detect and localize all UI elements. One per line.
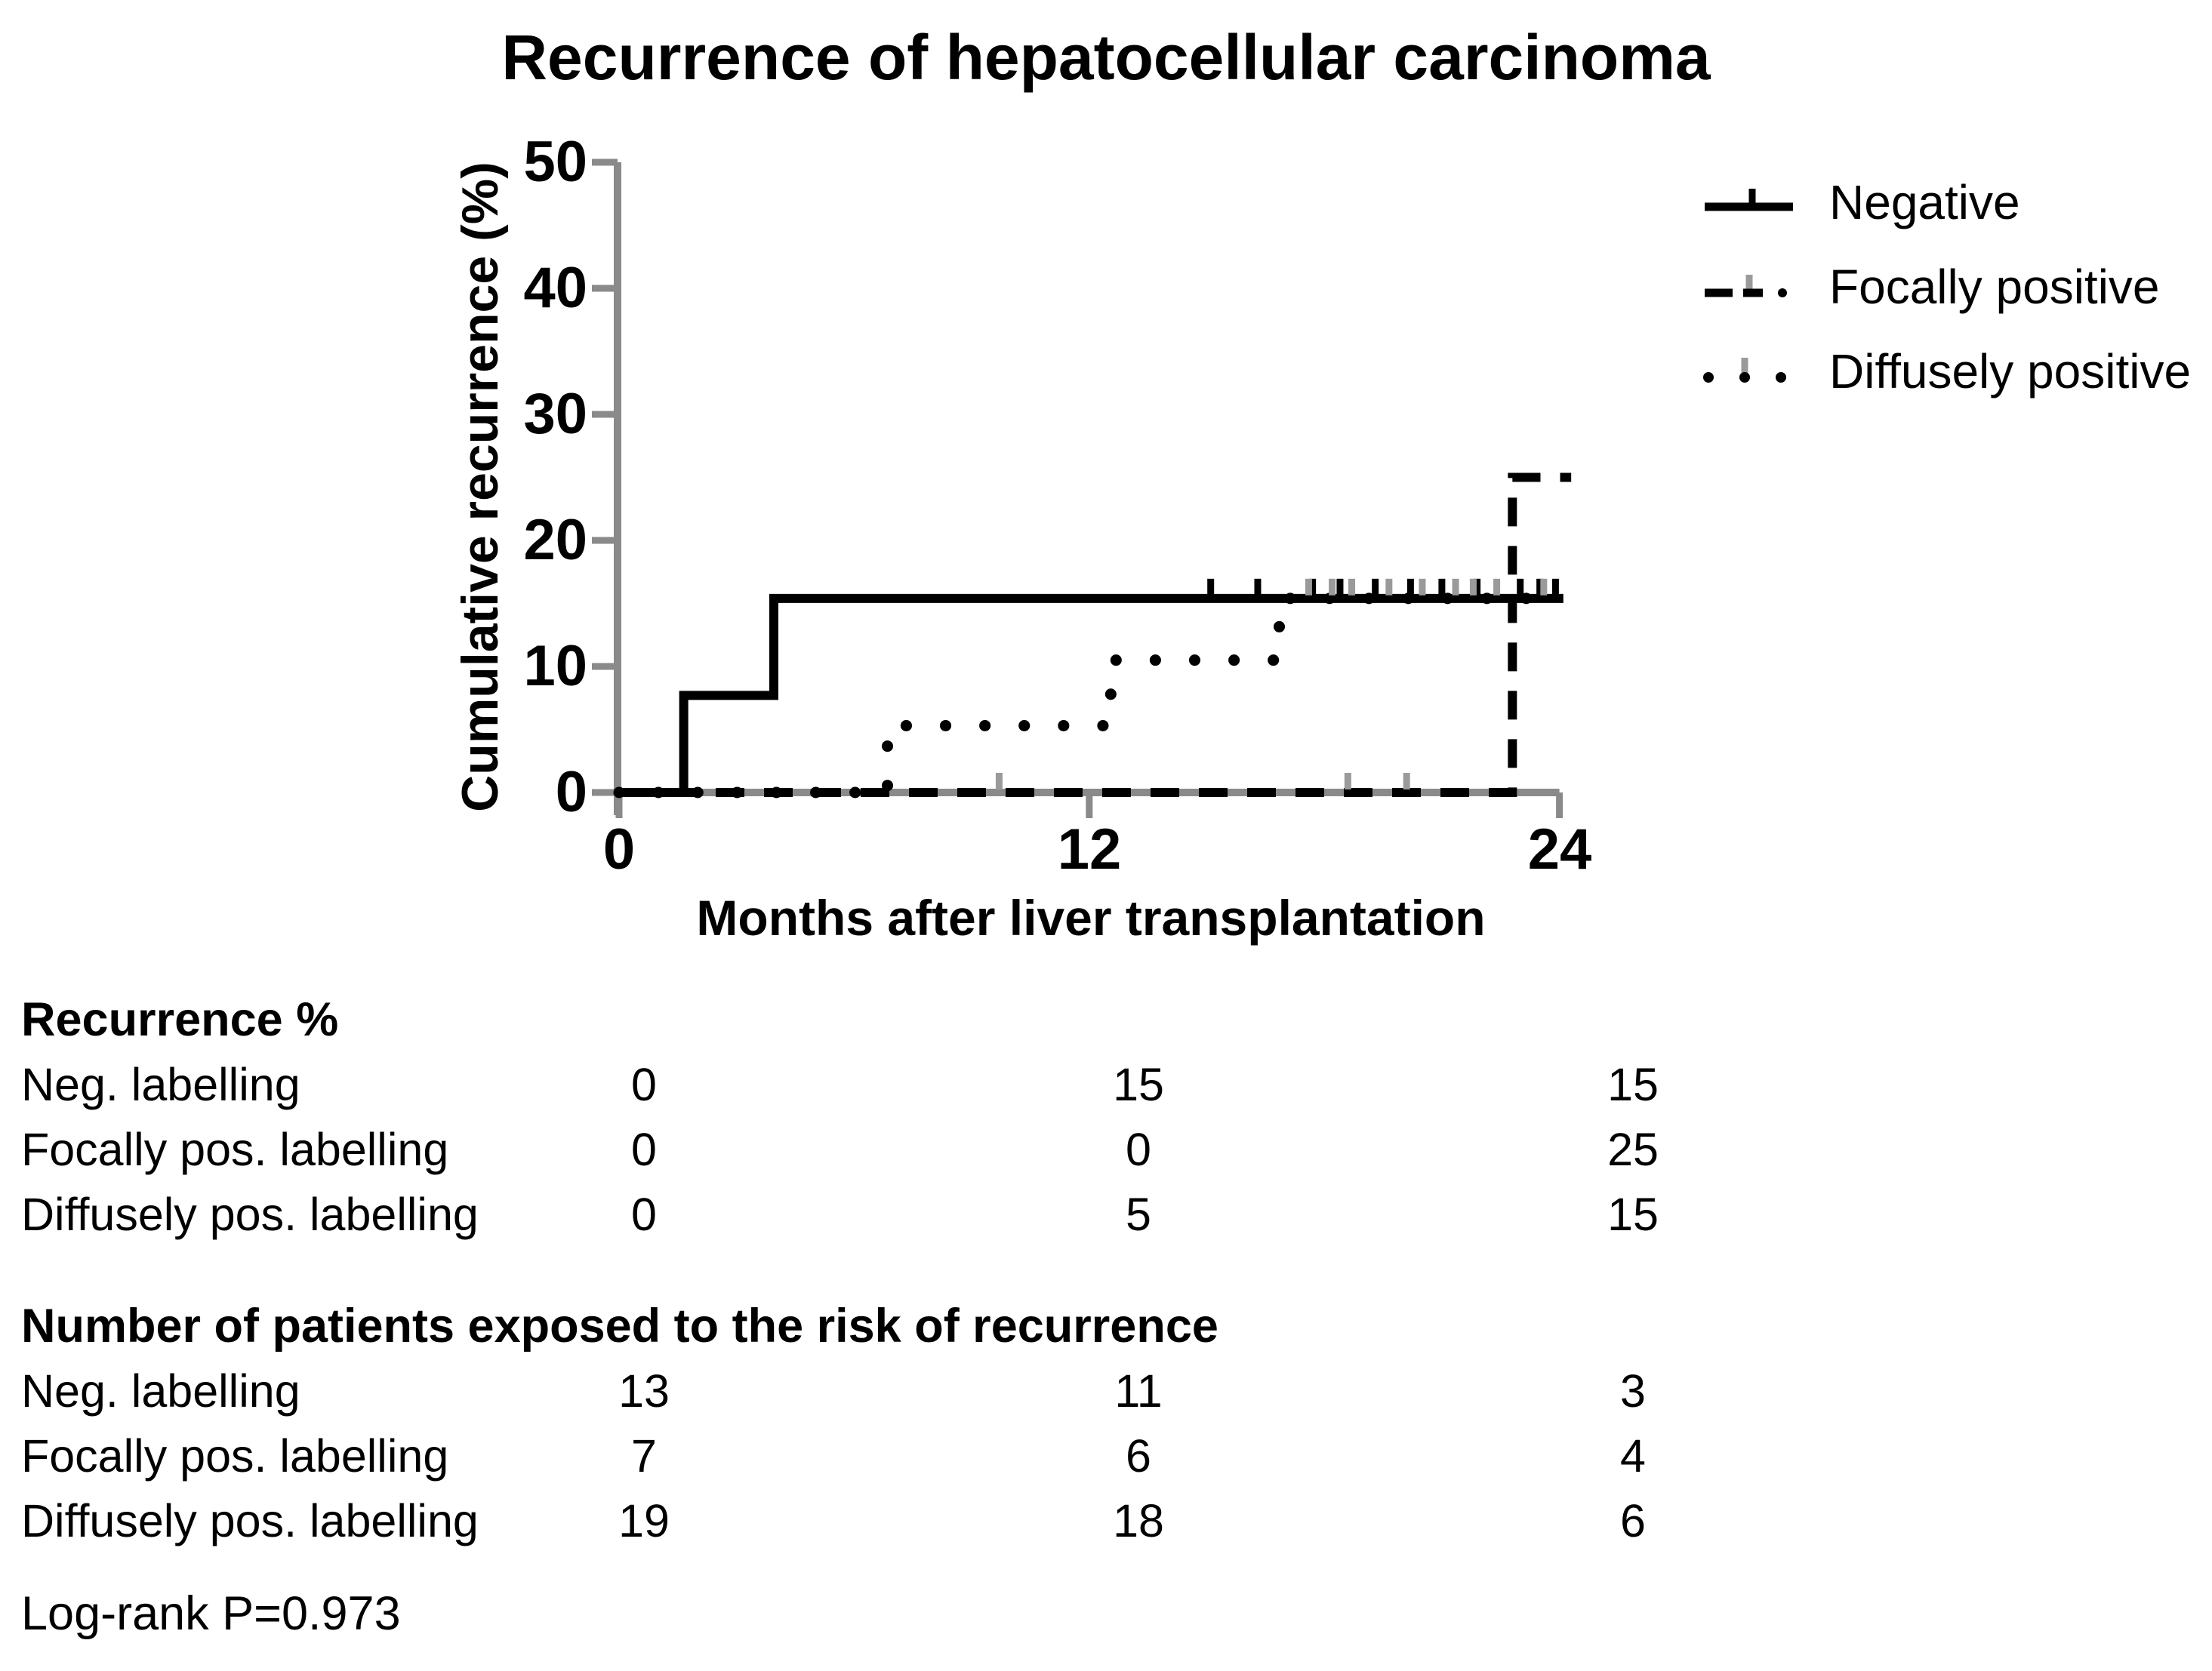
series-line-diffusely-positive	[613, 592, 1570, 799]
km-step-chart	[592, 158, 1572, 818]
legend-solid-line-icon	[1705, 189, 1793, 211]
legend-dashed-line-icon	[1705, 275, 1787, 297]
legend-label-focally-positive: Focally positive	[1829, 260, 2160, 314]
table-cell: 19	[618, 1495, 670, 1546]
chart-title: Recurrence of hepatocellular carcinoma	[501, 22, 1711, 93]
legend-dotted-line-icon	[1703, 358, 1786, 383]
table-cell: 0	[631, 1059, 657, 1110]
recurrence-table-header: Recurrence %	[21, 993, 339, 1046]
x-axis-title: Months after liver transplantation	[696, 890, 1486, 946]
table-cell: 15	[1113, 1059, 1164, 1110]
table-cell: 15	[1607, 1059, 1659, 1110]
table-cell: 4	[1620, 1430, 1646, 1482]
table-row-label: Diffusely pos. labelling	[21, 1189, 479, 1240]
table-row-label: Neg. labelling	[21, 1365, 300, 1417]
logrank-pvalue: Log-rank P=0.973	[21, 1587, 401, 1640]
y-tick-label-20: 20	[523, 508, 587, 572]
legend-label-negative: Negative	[1829, 175, 2020, 229]
legend-label-diffusely-positive: Diffusely positive	[1829, 344, 2192, 399]
table-cell: 6	[1126, 1430, 1151, 1482]
table-row-label: Focally pos. labelling	[21, 1124, 449, 1175]
legend-item-diffusely-positive: Diffusely positive	[1702, 344, 2191, 399]
table-cell: 0	[631, 1124, 657, 1175]
table-cell: 3	[1620, 1365, 1646, 1417]
x-tick-label-0: 0	[602, 817, 636, 882]
table-row-label: Focally pos. labelling	[21, 1430, 449, 1482]
table-cell: 18	[1113, 1495, 1164, 1546]
recurrence-table: Recurrence % Neg. labelling 0 15 15 Foca…	[21, 987, 1774, 1247]
table-row-label: Neg. labelling	[21, 1059, 300, 1110]
patients-at-risk-table: Number of patients exposed to the risk o…	[21, 1294, 1774, 1553]
x-tick-label-12: 12	[1057, 817, 1122, 882]
table-cell: 7	[631, 1430, 657, 1482]
table-cell: 11	[1114, 1365, 1163, 1417]
patients-table-header: Number of patients exposed to the risk o…	[21, 1300, 1218, 1352]
y-axis-title: Cumulative recurrence (%)	[451, 162, 509, 812]
table-cell: 0	[631, 1189, 657, 1240]
series-line-negative	[619, 593, 1563, 797]
legend-item-negative: Negative	[1702, 175, 2020, 229]
table-cell: 25	[1607, 1124, 1659, 1175]
series-line-focally-positive	[619, 472, 1572, 797]
y-tick-label-0: 0	[555, 760, 587, 824]
table-row-label: Diffusely pos. labelling	[21, 1495, 479, 1546]
table-cell: 0	[1126, 1124, 1151, 1175]
y-tick-label-50: 50	[523, 130, 587, 194]
legend-item-focally-positive: Focally positive	[1702, 260, 2160, 314]
table-cell: 5	[1126, 1189, 1151, 1240]
table-cell: 6	[1620, 1495, 1646, 1546]
table-cell: 13	[618, 1365, 670, 1417]
y-tick-label-30: 30	[523, 382, 587, 446]
y-tick-label-10: 10	[523, 634, 587, 698]
y-tick-label-40: 40	[523, 256, 587, 320]
x-tick-label-24: 24	[1527, 817, 1592, 882]
table-cell: 15	[1607, 1189, 1659, 1240]
